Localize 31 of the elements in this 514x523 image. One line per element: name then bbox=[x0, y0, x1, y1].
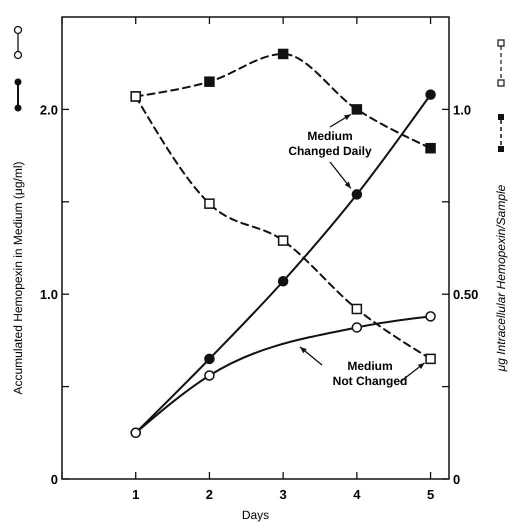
point bbox=[425, 354, 436, 364]
y-tick-label: 2.0 bbox=[40, 102, 58, 118]
point bbox=[204, 370, 215, 381]
point bbox=[204, 198, 215, 209]
annotation: Medium Not Changed bbox=[332, 359, 408, 388]
x-axis-title: Days bbox=[242, 508, 270, 522]
point bbox=[352, 322, 362, 333]
point bbox=[425, 142, 436, 154]
y2-tick-label: 0.50 bbox=[453, 287, 478, 302]
point bbox=[278, 48, 288, 60]
annotation: Medium Changed Daily bbox=[288, 129, 372, 158]
point bbox=[352, 304, 362, 314]
y-tick-label: 0 bbox=[50, 472, 58, 487]
point bbox=[425, 89, 436, 100]
point bbox=[425, 311, 436, 322]
point bbox=[278, 235, 288, 246]
y2-tick-label: 1.0 bbox=[453, 102, 472, 118]
x-tick-label: 5 bbox=[426, 487, 434, 502]
y-tick-label: 1.0 bbox=[40, 287, 58, 302]
point bbox=[278, 276, 288, 287]
x-tick-label: 4 bbox=[353, 487, 362, 502]
y-axis-title: Accumulated Hemopexin in Medium (μg/ml) bbox=[11, 162, 25, 394]
x-tick-label: 3 bbox=[280, 487, 287, 502]
x-tick-label: 1 bbox=[132, 487, 140, 502]
x-tick-label: 2 bbox=[206, 487, 214, 502]
point bbox=[204, 76, 215, 87]
y2-tick-label: 0 bbox=[453, 472, 460, 487]
point bbox=[204, 354, 215, 364]
point bbox=[352, 189, 362, 200]
y2-axis-title: μg Intracellular Hemopexin/Sample bbox=[494, 184, 508, 372]
point bbox=[352, 104, 362, 115]
